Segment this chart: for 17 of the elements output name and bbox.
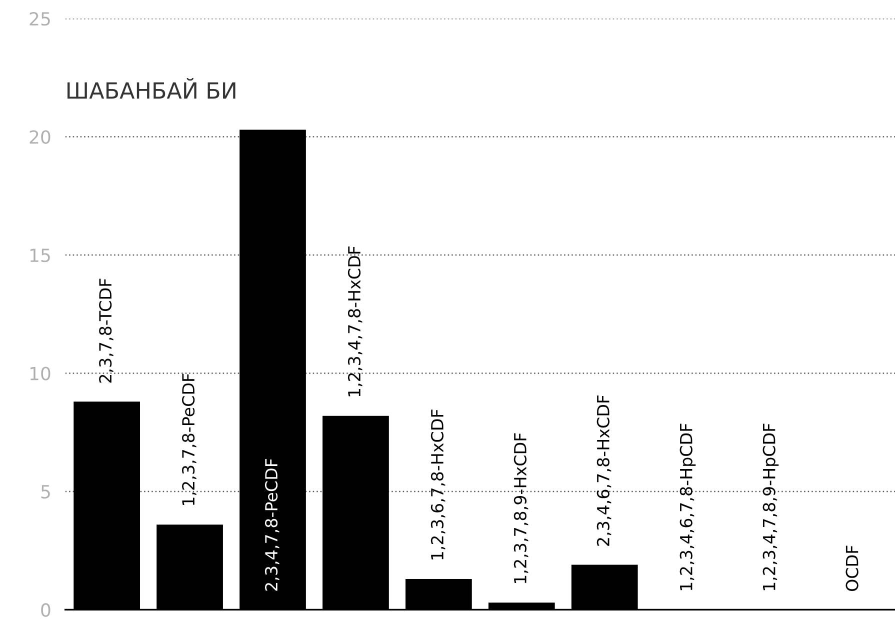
x-tick-label: 1,2,3,4,6,7,8-HpCDF (680, 424, 696, 590)
x-tick-label: 2,3,4,6,7,8-HxCDF (596, 395, 612, 546)
y-tick-label: 10 (30, 366, 50, 380)
x-tick-label: 1,2,3,6,7,8-HxCDF (430, 410, 446, 560)
y-tick-label: 5 (41, 485, 50, 499)
x-tick-label: 1,2,3,4,7,8,9-HpCDF (762, 424, 779, 590)
y-tick-label: 0 (41, 603, 50, 617)
x-tick-label: OCDF (846, 546, 858, 592)
x-tick-label: 2,3,4,7,8-PeCDF (264, 458, 280, 591)
y-tick-label: 20 (30, 130, 50, 144)
x-tick-label: 1,2,3,7,8-PeCDF (182, 374, 196, 506)
y-tick-label: 15 (30, 248, 50, 262)
x-tick-label: 2,3,7,8-TCDF (99, 278, 114, 383)
x-tick-label: 1,2,3,4,7,8-HxCDF (348, 246, 362, 396)
y-tick-label: 25 (30, 12, 50, 26)
x-tick-label: 1,2,3,7,8,9-HxCDF (514, 433, 528, 584)
text: ШАБАНБАЙ БИ (68, 78, 236, 99)
